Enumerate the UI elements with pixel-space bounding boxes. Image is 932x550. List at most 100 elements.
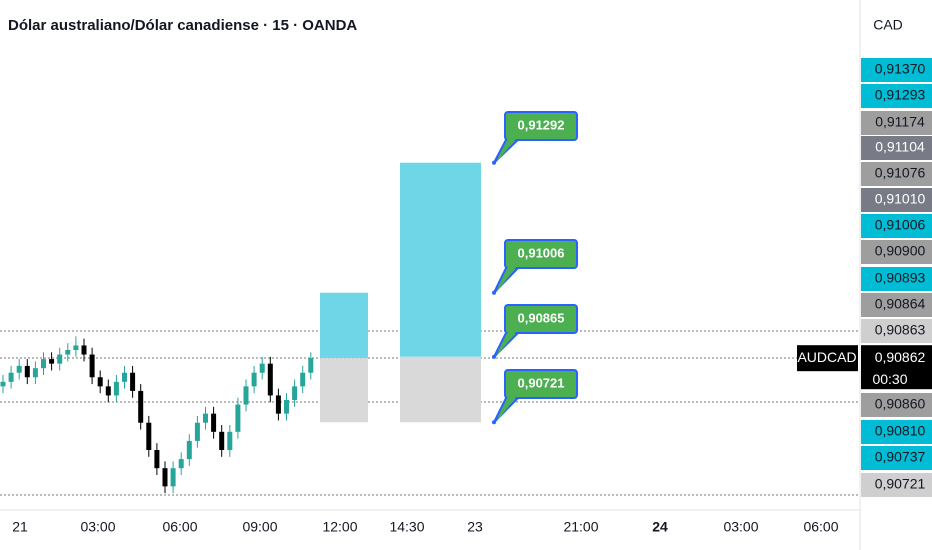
price-tag-label: 0,91104 <box>875 139 925 155</box>
candle-body <box>8 372 14 382</box>
price-tag-label: 0,90893 <box>875 270 926 286</box>
candle-body <box>243 386 249 405</box>
callout-pointer-fill <box>496 327 520 357</box>
symbol-tag <box>797 345 858 372</box>
callout-point <box>492 160 496 165</box>
callout-label: 0,90721 <box>518 375 565 390</box>
x-tick-label: 06:00 <box>803 519 838 535</box>
price-tag-label: 0,90721 <box>875 476 926 492</box>
price-tag-label: 0,90900 <box>875 243 926 259</box>
x-tick-label: 03:00 <box>80 519 115 535</box>
price-tag-label: 0,91010 <box>875 191 926 207</box>
candle-body <box>41 359 46 369</box>
price-tag <box>861 136 932 160</box>
candle-body <box>24 365 30 378</box>
price-tag <box>861 267 932 291</box>
callout-box <box>504 111 578 141</box>
candle-body <box>122 372 127 382</box>
candle-body <box>275 395 281 414</box>
currency: CAD <box>873 17 903 33</box>
candle-body <box>259 363 265 373</box>
price-tag-label: 0,90810 <box>875 423 926 439</box>
candle-body <box>162 468 168 487</box>
callout-pointer-fill <box>496 134 520 163</box>
x-tick-label: 21 <box>12 519 28 535</box>
chart-title: Dólar australiano/Dólar canadiense · 15 … <box>8 17 357 34</box>
price-tag-label: 0,90864 <box>875 296 926 312</box>
candle-body <box>292 386 298 400</box>
candle-body <box>65 350 71 355</box>
price-tag <box>861 446 932 470</box>
candle-body <box>97 377 103 387</box>
candle-body <box>57 354 63 364</box>
callout-box <box>504 239 578 269</box>
x-tick-label: 09:00 <box>242 519 277 535</box>
price-tag <box>861 319 932 343</box>
candle-body <box>235 404 241 432</box>
x-tick-label: 12:00 <box>322 519 357 535</box>
price-tag-label: 0,91076 <box>875 165 926 181</box>
price-tag-label: 0,91006 <box>875 217 926 233</box>
candle-body <box>284 400 289 414</box>
price-tag <box>861 293 932 317</box>
price-tag-label: 0,91370 <box>875 61 926 77</box>
profit-zone <box>320 292 368 359</box>
price-tag <box>861 84 932 108</box>
price-tag <box>861 111 932 135</box>
x-tick-label: 06:00 <box>162 519 197 535</box>
price-tag <box>861 162 932 186</box>
price-tag <box>861 240 932 264</box>
callout-pointer-fill <box>496 262 520 293</box>
candle-body <box>186 440 192 460</box>
price-tag <box>861 420 932 444</box>
price-tag-label: 0,90860 <box>875 396 926 412</box>
countdown: 00:30 <box>872 371 907 387</box>
candle-body <box>130 372 136 391</box>
candle-body <box>308 358 314 373</box>
price-tag <box>861 473 932 497</box>
callout-label: 0,91006 <box>518 245 565 260</box>
candle-body <box>211 413 217 432</box>
candle-body <box>300 372 306 387</box>
price-tag-label: 0,90863 <box>875 322 926 338</box>
price-tag-label: 0,91293 <box>875 87 926 103</box>
price-tag-label: 0,90737 <box>875 449 926 465</box>
candle-body <box>49 359 55 364</box>
profit-zone <box>400 162 481 357</box>
candle-body <box>251 372 257 387</box>
x-tick-label: 21:00 <box>563 519 598 535</box>
callout-point <box>492 420 496 425</box>
x-tick-label: 24 <box>652 519 668 535</box>
candle-body <box>146 422 152 450</box>
last-price-tag <box>861 345 932 390</box>
symbol-label: AUDCAD <box>797 349 856 365</box>
candle-body <box>89 354 95 378</box>
callout-box <box>504 304 578 334</box>
x-tick-label: 23 <box>467 519 483 535</box>
x-tick-label: 14:30 <box>389 519 424 535</box>
callout-box <box>504 369 578 399</box>
callout-label: 0,90865 <box>518 310 565 325</box>
loss-zone <box>320 358 368 423</box>
callout-pointer-fill <box>496 392 520 423</box>
candle-body <box>219 431 225 450</box>
candle-body <box>227 431 233 450</box>
callout-point <box>492 354 496 359</box>
candle-body <box>267 363 273 396</box>
candle-body <box>194 422 200 441</box>
candle-body <box>16 365 22 373</box>
price-tag <box>861 58 932 82</box>
last-price-label: 0,90862 <box>875 349 926 365</box>
price-tag <box>861 188 932 212</box>
price-tag <box>861 214 932 238</box>
price-tag-label: 0,91174 <box>875 114 925 130</box>
candle-body <box>32 368 38 378</box>
candle-body <box>0 381 6 387</box>
candle-body <box>73 345 79 350</box>
candle-body <box>170 468 176 487</box>
candle-body <box>178 459 184 469</box>
candle-body <box>105 386 111 396</box>
loss-zone <box>400 356 481 423</box>
x-tick-label: 03:00 <box>723 519 758 535</box>
